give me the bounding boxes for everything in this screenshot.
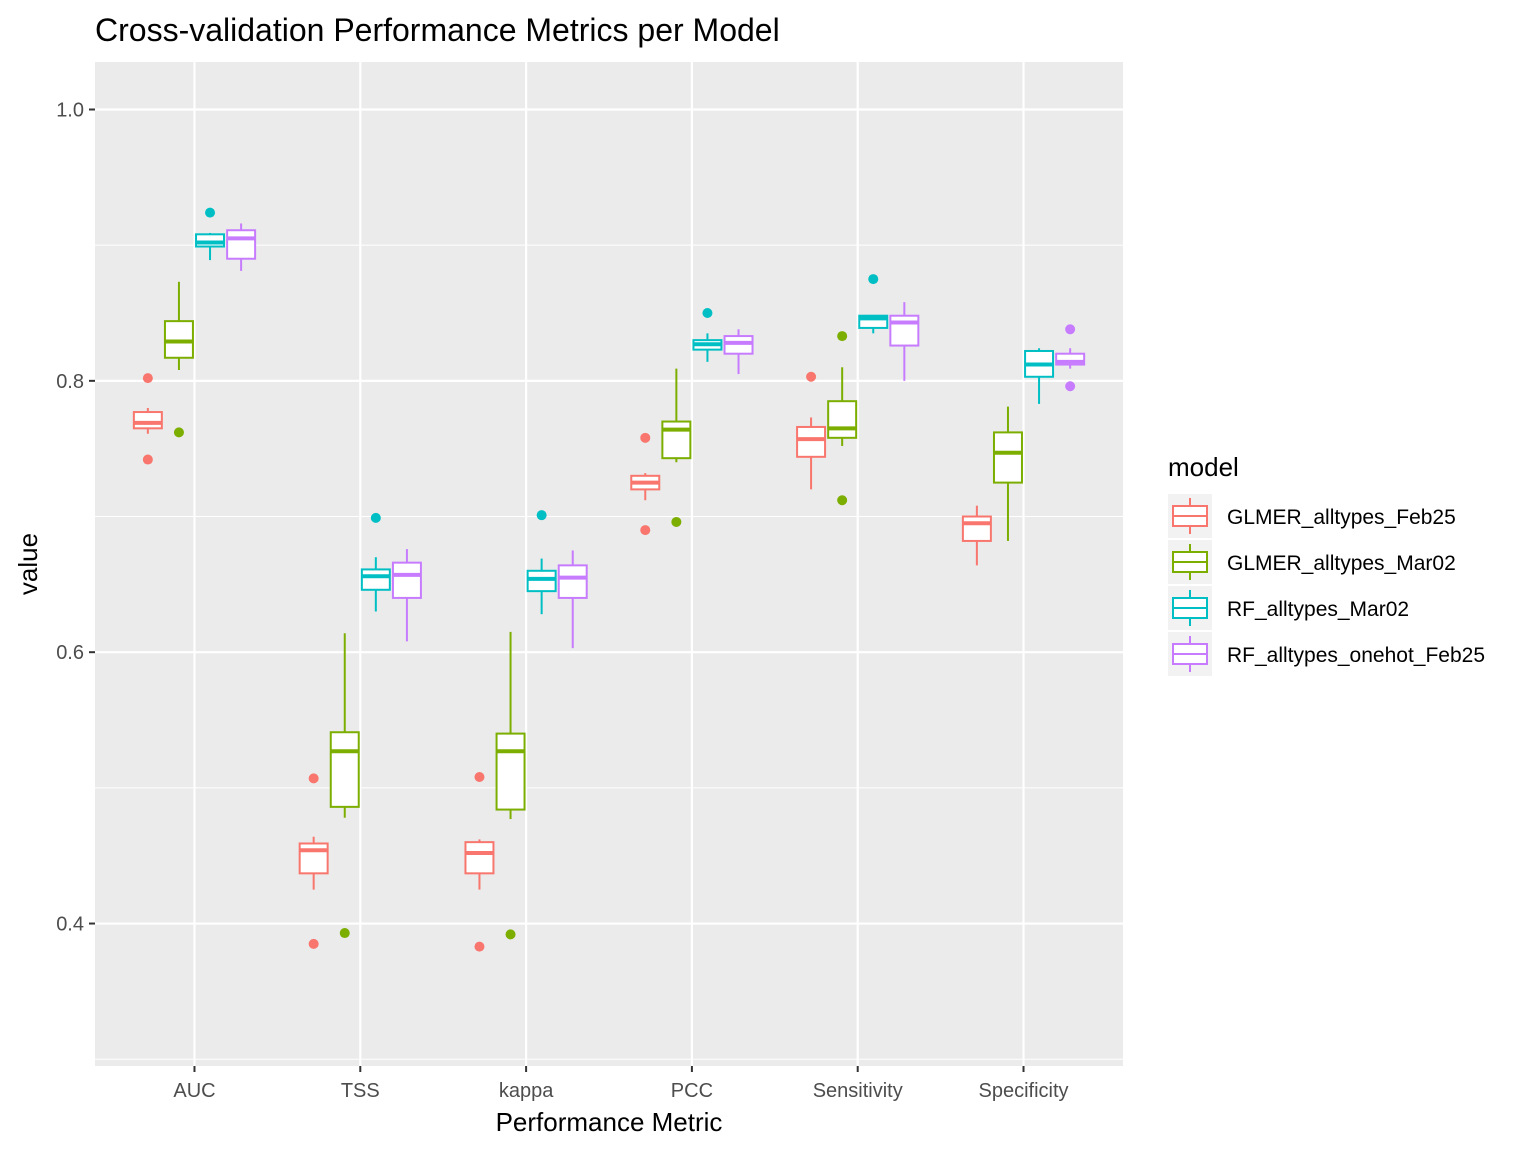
box-body [226, 229, 257, 260]
box-body [391, 561, 422, 599]
x-axis-title: Performance Metric [496, 1107, 723, 1137]
boxplot [391, 549, 422, 642]
box-body [827, 400, 858, 439]
outlier-point [474, 772, 485, 783]
outlier-point [671, 516, 682, 527]
boxplot [858, 274, 889, 334]
boxplot [630, 432, 661, 536]
boxplot [1024, 348, 1055, 404]
x-tick-label: PCC [671, 1080, 713, 1102]
legend: model GLMER_alltypes_Feb25 GLMER_alltypes… [1168, 452, 1485, 676]
outlier-point [837, 331, 848, 342]
outlier-point [837, 495, 848, 506]
boxplot [360, 512, 391, 612]
box-body [163, 320, 194, 359]
outlier-point [1065, 324, 1076, 335]
outlier-point [640, 525, 651, 536]
box-body [1055, 352, 1086, 366]
boxplot [889, 302, 920, 381]
outlier-point [173, 427, 184, 438]
box-body [796, 425, 827, 458]
boxplot [226, 223, 257, 271]
legend-item: GLMER_alltypes_Feb25 [1168, 494, 1456, 538]
box-body [557, 564, 588, 599]
boxplot [195, 207, 226, 261]
boxplot [526, 510, 557, 615]
legend-label: RF_alltypes_onehot_Feb25 [1227, 644, 1485, 667]
x-tick-label: AUC [173, 1080, 215, 1102]
legend-item: RF_alltypes_Mar02 [1168, 586, 1409, 630]
outlier-point [702, 308, 713, 318]
plot-panel [95, 62, 1123, 1066]
box-body [195, 233, 226, 248]
y-tick-label: 0.4 [56, 914, 84, 936]
legend-label: GLMER_alltypes_Mar02 [1227, 552, 1456, 575]
outlier-point [339, 928, 350, 939]
boxplot [961, 505, 992, 566]
box-body [961, 515, 992, 542]
box-body [889, 314, 920, 347]
outlier-point [1065, 381, 1076, 392]
outlier-point [308, 938, 319, 949]
outlier-point [142, 373, 153, 384]
box-body [329, 731, 360, 808]
boxplot [132, 373, 163, 465]
x-tick-label: kappa [499, 1080, 554, 1102]
boxplot [661, 368, 692, 527]
legend-item: GLMER_alltypes_Mar02 [1168, 540, 1456, 584]
outlier-point [505, 929, 516, 940]
box-body [526, 569, 557, 593]
boxplot [298, 773, 329, 949]
outlier-point [640, 432, 651, 443]
legend-title: model [1168, 452, 1239, 482]
y-axis-title: value [13, 533, 43, 595]
box-body [132, 411, 163, 430]
box-body [360, 568, 391, 591]
box-body [723, 335, 754, 355]
boxplot [1055, 324, 1086, 392]
y-tick-label: 0.6 [56, 642, 84, 664]
outlier-point [205, 207, 216, 218]
boxplot [464, 772, 495, 952]
grid-layer [95, 62, 1123, 1066]
box-body [992, 431, 1023, 484]
x-tick-label: Specificity [979, 1080, 1069, 1102]
box-body [298, 842, 329, 875]
x-tick-label: Sensitivity [813, 1080, 903, 1102]
outlier-point [474, 941, 485, 952]
boxplot [992, 406, 1023, 541]
boxplot [495, 631, 526, 940]
boxplot [796, 371, 827, 490]
outlier-point [806, 371, 817, 382]
box-layer [132, 207, 1086, 952]
y-tick-label: 0.8 [56, 371, 84, 393]
outlier-point [868, 274, 879, 285]
boxplot [163, 281, 194, 438]
legend-item: RF_alltypes_onehot_Feb25 [1168, 632, 1485, 676]
legend-label: RF_alltypes_Mar02 [1227, 598, 1409, 621]
box-body [464, 841, 495, 875]
boxplot [827, 331, 858, 506]
outlier-point [308, 773, 319, 784]
y-tick-label: 1.0 [56, 99, 84, 121]
legend-label: GLMER_alltypes_Feb25 [1227, 506, 1456, 529]
outlier-point [536, 510, 547, 521]
outlier-point [142, 454, 153, 465]
chart-title: Cross-validation Performance Metrics per… [95, 12, 780, 48]
boxplot [557, 550, 588, 649]
boxplot [329, 633, 360, 939]
outlier-point [370, 512, 381, 523]
boxplot [723, 329, 754, 375]
axis-layer: 0.4 0.6 0.8 1.0 AUC TSS kappa PCC Sensitivity Spe… [56, 99, 1068, 1102]
box-body [495, 732, 526, 811]
x-tick-label: TSS [341, 1080, 380, 1102]
boxplot [692, 308, 723, 362]
box-body [661, 420, 692, 460]
